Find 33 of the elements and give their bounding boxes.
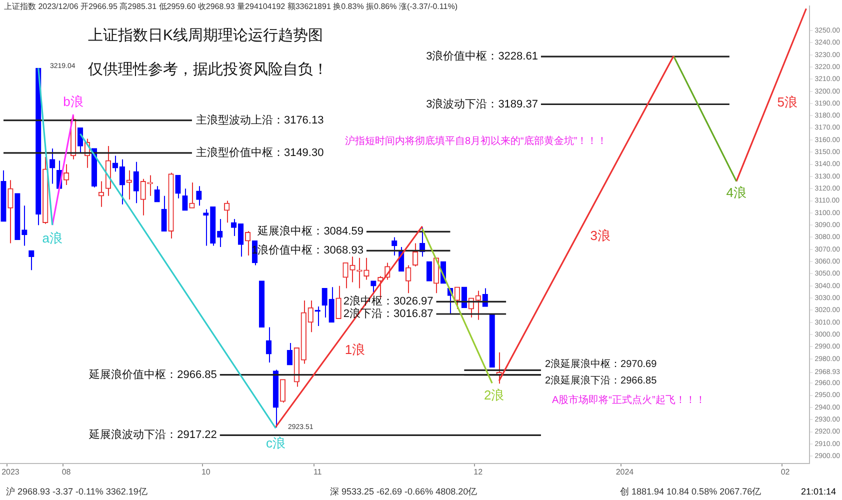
x-tick-label: 12 (474, 467, 484, 476)
series-label: 延展浪波动下沿：2917.22 (88, 428, 217, 442)
series-label: 3浪波动下沿：3189.37 (426, 97, 538, 110)
x-tick-label: 10 (201, 467, 211, 476)
annotation: A股市场即将“正式点火”起飞！！！ (552, 394, 706, 406)
series-label: 1浪 (344, 342, 366, 358)
text: 创 1881.94 10.84 0.58% 2067.76亿 (620, 486, 762, 496)
x-tick-label: 2023 (2, 467, 20, 476)
series-label: c浪 (266, 436, 286, 451)
text: 沪 2968.93 -3.37 -0.11% 3362.19亿 (6, 486, 148, 496)
x-tick-label: 11 (313, 467, 322, 476)
text: 深 9533.25 -62.69 -0.66% 4808.20亿 (330, 486, 478, 496)
series-label: 延展浪价值中枢：2966.85 (88, 368, 217, 381)
text: 仅供理性参考，据此投资风险自负！ (88, 61, 328, 78)
x-tick-label: 08 (62, 467, 72, 476)
text: 21:01:14 (800, 486, 836, 496)
series-label: 2浪延展浪下沿：2966.85 (544, 374, 658, 387)
series-label: 4浪 (726, 184, 747, 200)
series-label: 3浪 (590, 228, 610, 243)
annotation: 沪指短时间内将彻底填平自8月初以来的“底部黄金坑”！！！ (345, 134, 608, 147)
series-label: b浪 (63, 94, 84, 109)
annotation: 上证指数 2023/12/06 开2966.95 高2985.31 低2959.60 收2968.93 量294104192 额33621891 换0.83% 振0.86% 涨(-3.37/-0.11%) (4, 2, 458, 12)
text: 上证指数日K线周期理论运行趋势图 (88, 27, 324, 44)
series-label: 延展浪中枢：3084.59 (256, 224, 364, 238)
series-label: 3浪价值中枢：3228.61 (426, 50, 538, 63)
series-label: a浪 (42, 230, 62, 246)
x-tick-label: 02 (780, 467, 790, 476)
x-tick-label: 2024 (616, 467, 634, 476)
series-label: 主浪型价值中枢：3149.30 (196, 146, 324, 159)
series-label: 5浪 (777, 94, 798, 110)
series-label: 主浪型波动上沿：3176.13 (196, 113, 324, 126)
series-label: 2浪 (484, 388, 504, 403)
series-label: 2浪延展浪中枢：2970.69 (544, 358, 658, 370)
